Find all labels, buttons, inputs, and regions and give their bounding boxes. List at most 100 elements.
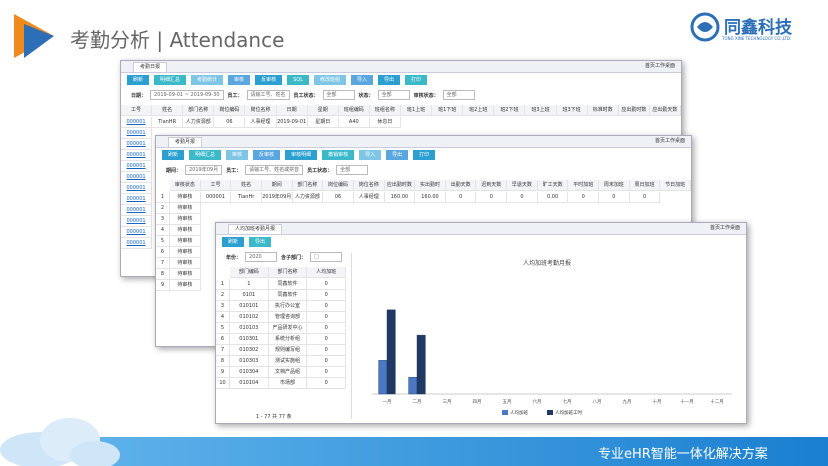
table-cell: 000001 <box>121 205 153 216</box>
button[interactable]: 打印 <box>405 75 428 85</box>
desktop-link[interactable]: 首页工作桌面 <box>644 63 675 69</box>
button[interactable]: 修改班组 <box>313 75 346 85</box>
chart-title: 人均加班考勤月报 <box>523 259 571 267</box>
filter-label: 员工： <box>226 167 242 174</box>
button[interactable]: 反审核 <box>253 150 281 160</box>
table-cell: 0 <box>307 290 346 301</box>
x-tick-label: 十二月 <box>710 398 724 405</box>
table-cell: 000001 <box>121 194 153 205</box>
column-header: 班组名称 <box>369 105 401 116</box>
button[interactable]: 撤销审核 <box>322 150 355 160</box>
table-cell: 2 <box>156 203 170 214</box>
table-cell: 0 <box>629 192 661 203</box>
column-header: 岗位编码 <box>323 180 354 191</box>
table-cell: 0 <box>307 301 346 312</box>
button[interactable]: 刷新 <box>127 75 150 85</box>
filter-input[interactable]: □ <box>310 252 343 262</box>
table-cell: 人力资源部 <box>292 192 324 203</box>
footer-bar <box>80 437 828 466</box>
table-cell: 市场部 <box>268 378 308 389</box>
cloud <box>0 418 120 466</box>
filter-input[interactable]: 全部 <box>377 90 410 100</box>
column-header: 部门名称 <box>268 267 308 278</box>
table-cell: A40 <box>338 117 370 128</box>
column-header: 周日加班 <box>629 180 661 191</box>
filter-input[interactable]: 请输工号、姓名 <box>246 90 290 100</box>
table-cell: 1 <box>156 192 170 203</box>
column-header: 姓名 <box>231 180 262 191</box>
filter-input[interactable]: 全部 <box>336 165 369 175</box>
button[interactable]: SQL <box>287 75 309 85</box>
button[interactable]: 明细汇总 <box>154 75 187 85</box>
table-cell: 规则编写组 <box>268 345 308 356</box>
table-cell: 0 <box>307 345 346 356</box>
tab[interactable]: 考勤月报 <box>168 137 203 147</box>
button[interactable]: 打印 <box>413 150 436 160</box>
bar <box>386 309 396 395</box>
button[interactable]: 导出 <box>249 237 272 247</box>
button[interactable]: 导出 <box>378 75 401 85</box>
brand-sub: TONG XINE TECHNOLOGY CO.,LTD. <box>722 36 792 41</box>
column-header: 岗位编码 <box>214 105 246 116</box>
button[interactable]: 审核 <box>226 150 249 160</box>
button[interactable]: 导入 <box>351 75 374 85</box>
table-cell: 000001 <box>200 192 232 203</box>
button[interactable]: 刷新 <box>222 237 245 247</box>
button[interactable]: 审核明细 <box>285 150 318 160</box>
table-cell: 010102 <box>230 312 269 323</box>
table-cell: 0 <box>599 192 630 203</box>
filter-input[interactable]: 请输工号、姓名或拼音 <box>245 165 304 175</box>
column-header: 班2下班 <box>494 105 526 116</box>
x-tick-label: 一月 <box>383 399 392 405</box>
table-cell: 待审核 <box>170 192 201 203</box>
table-cell: 待审核 <box>170 280 201 291</box>
filter-input[interactable]: 2020 <box>245 252 278 262</box>
tab[interactable]: 考勤日报 <box>133 62 168 72</box>
legend-swatch <box>547 410 553 415</box>
column-header: 应出勤天数 <box>649 105 681 116</box>
button[interactable]: 审核 <box>228 75 251 85</box>
button[interactable]: 导入 <box>359 150 382 160</box>
column-header: 部门编码 <box>230 267 269 278</box>
brand-name: 同鑫科技 <box>724 18 792 38</box>
table-cell: 000001 <box>121 216 153 227</box>
tab[interactable]: 人均加班考勤月报 <box>228 224 283 234</box>
table-cell: 测试实施组 <box>268 356 308 367</box>
button[interactable]: 刷新 <box>162 150 185 160</box>
filter-label: 员工状态： <box>307 167 333 174</box>
filter-row: 日期： 2019-09-01 ~ 2019-09-30 员工： 请输工号、姓名 员工状态… <box>131 90 475 100</box>
desktop-link[interactable]: 首页工作桌面 <box>709 225 740 231</box>
filter-label: 员工： <box>227 92 243 99</box>
column-header: 部门名称 <box>183 105 215 116</box>
x-tick-label: 九月 <box>623 398 632 405</box>
toolbar: 刷新 明细汇总 审核 反审核 审核明细 撤销审核 导入 导出 打印 <box>162 150 436 160</box>
filter-input[interactable]: 2019-09-01 ~ 2019-09-30 <box>150 90 224 100</box>
table-cell: 1 <box>230 279 269 290</box>
table-cell: 010302 <box>230 345 269 356</box>
table-cell: 文档产品组 <box>268 367 308 378</box>
table-cell: TianHr <box>231 192 262 203</box>
table-cell: 000001 <box>121 172 153 183</box>
table-cell: 产品研发中心 <box>268 323 308 334</box>
table-cell: 0.00 <box>537 192 569 203</box>
column-header: 期间 <box>261 180 293 191</box>
filter-input[interactable]: 2019年09月 <box>185 165 223 175</box>
table-cell: 人事经理 <box>353 192 385 203</box>
button[interactable]: 考勤统计 <box>191 75 224 85</box>
column-header: 岗位名称 <box>353 180 385 191</box>
table-cell: 06 <box>214 117 246 128</box>
desktop-link[interactable]: 首页工作桌面 <box>654 138 685 144</box>
legend-label: 人均加班 <box>510 409 528 416</box>
button[interactable]: 明细汇总 <box>189 150 222 160</box>
x-tick-label: 二月 <box>413 399 422 405</box>
button[interactable]: 反审核 <box>255 75 283 85</box>
filter-input[interactable]: 全部 <box>322 90 355 100</box>
table-cell: 3 <box>216 301 230 312</box>
column-header: 迟到天数 <box>476 180 508 191</box>
filter-input[interactable]: 全部 <box>442 90 475 100</box>
table-cell: 待审核 <box>170 236 201 247</box>
slide-title: 考勤分析 | Attendance <box>70 28 285 52</box>
table-cell: 160.00 <box>415 192 446 203</box>
brand-icon <box>690 12 720 42</box>
button[interactable]: 导出 <box>386 150 409 160</box>
